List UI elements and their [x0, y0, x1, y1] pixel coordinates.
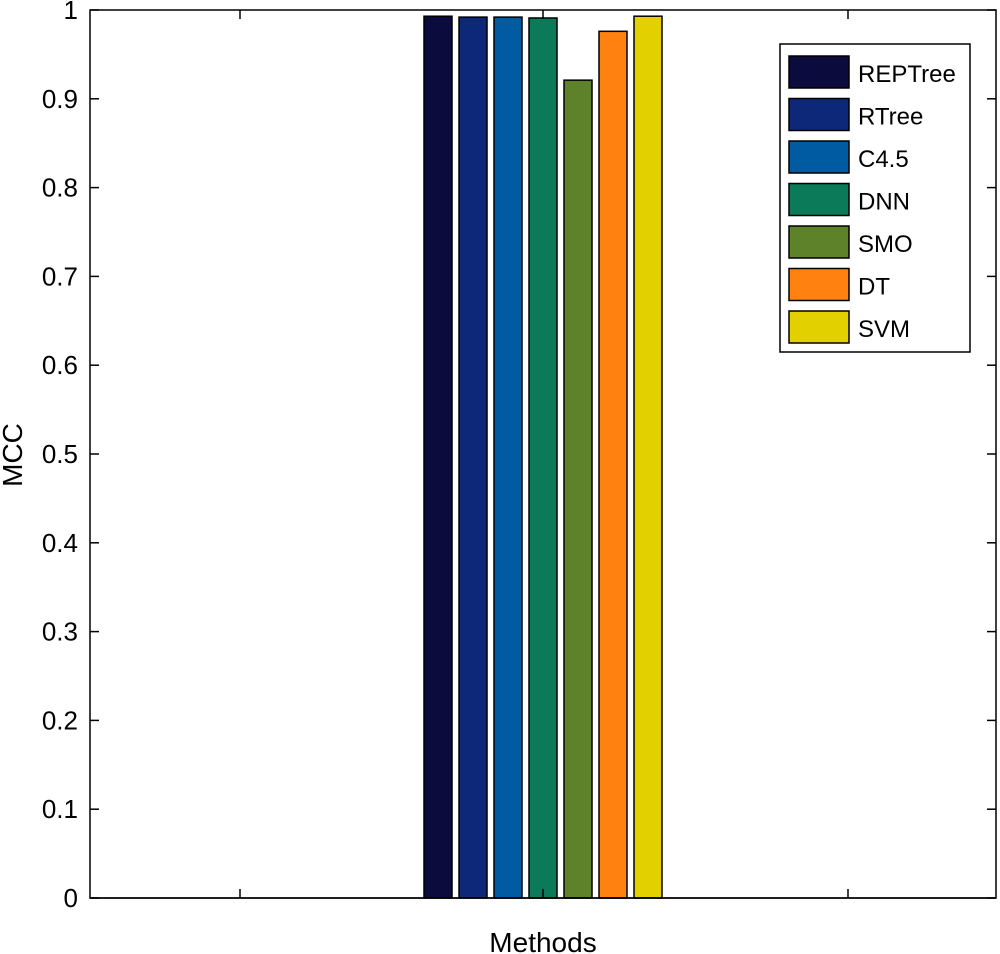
bar-reptree — [423, 15, 453, 899]
y-tick-label: 0.6 — [42, 350, 78, 380]
legend-label: REPTree — [858, 61, 956, 88]
y-axis: 0 0.1 0.2 0.3 0.4 0.5 0.6 0.7 0.8 0.9 1 — [42, 0, 996, 913]
x-axis — [239, 10, 849, 898]
bars-group — [423, 15, 663, 899]
legend-swatch — [788, 310, 850, 344]
y-tick-label: 0 — [64, 883, 78, 913]
legend-swatch — [788, 225, 850, 259]
bar-smo — [563, 79, 593, 899]
legend-label: DNN — [858, 189, 910, 216]
legend-swatch — [788, 55, 850, 89]
y-tick-label: 0.3 — [42, 617, 78, 647]
legend-label: SVM — [858, 316, 910, 343]
x-axis-label: Methods — [489, 927, 596, 954]
bar-c4-5 — [493, 16, 523, 899]
legend-swatch — [788, 140, 850, 174]
y-axis-label: MCC — [0, 423, 28, 487]
y-tick-label: 0.7 — [42, 261, 78, 291]
legend: REPTree RTree C4.5 DNN SMO DT SVM — [779, 43, 971, 353]
y-tick-label: 0.8 — [42, 173, 78, 203]
legend-label: C4.5 — [858, 146, 909, 173]
bar-dnn — [528, 17, 558, 899]
legend-label: DT — [858, 274, 890, 301]
y-tick-label: 0.1 — [42, 794, 78, 824]
bar-dt — [598, 30, 628, 899]
y-tick-label: 0.5 — [42, 439, 78, 469]
bar-rtree — [458, 16, 488, 899]
y-tick-label: 0.2 — [42, 705, 78, 735]
y-tick-label: 1 — [64, 0, 78, 25]
bar-svm — [633, 15, 663, 899]
y-tick-label: 0.4 — [42, 528, 78, 558]
legend-swatch — [788, 182, 850, 217]
legend-label: SMO — [858, 231, 913, 258]
legend-swatch — [788, 267, 850, 302]
y-tick-label: 0.9 — [42, 84, 78, 114]
legend-swatch — [788, 97, 850, 132]
legend-label: RTree — [858, 104, 923, 131]
